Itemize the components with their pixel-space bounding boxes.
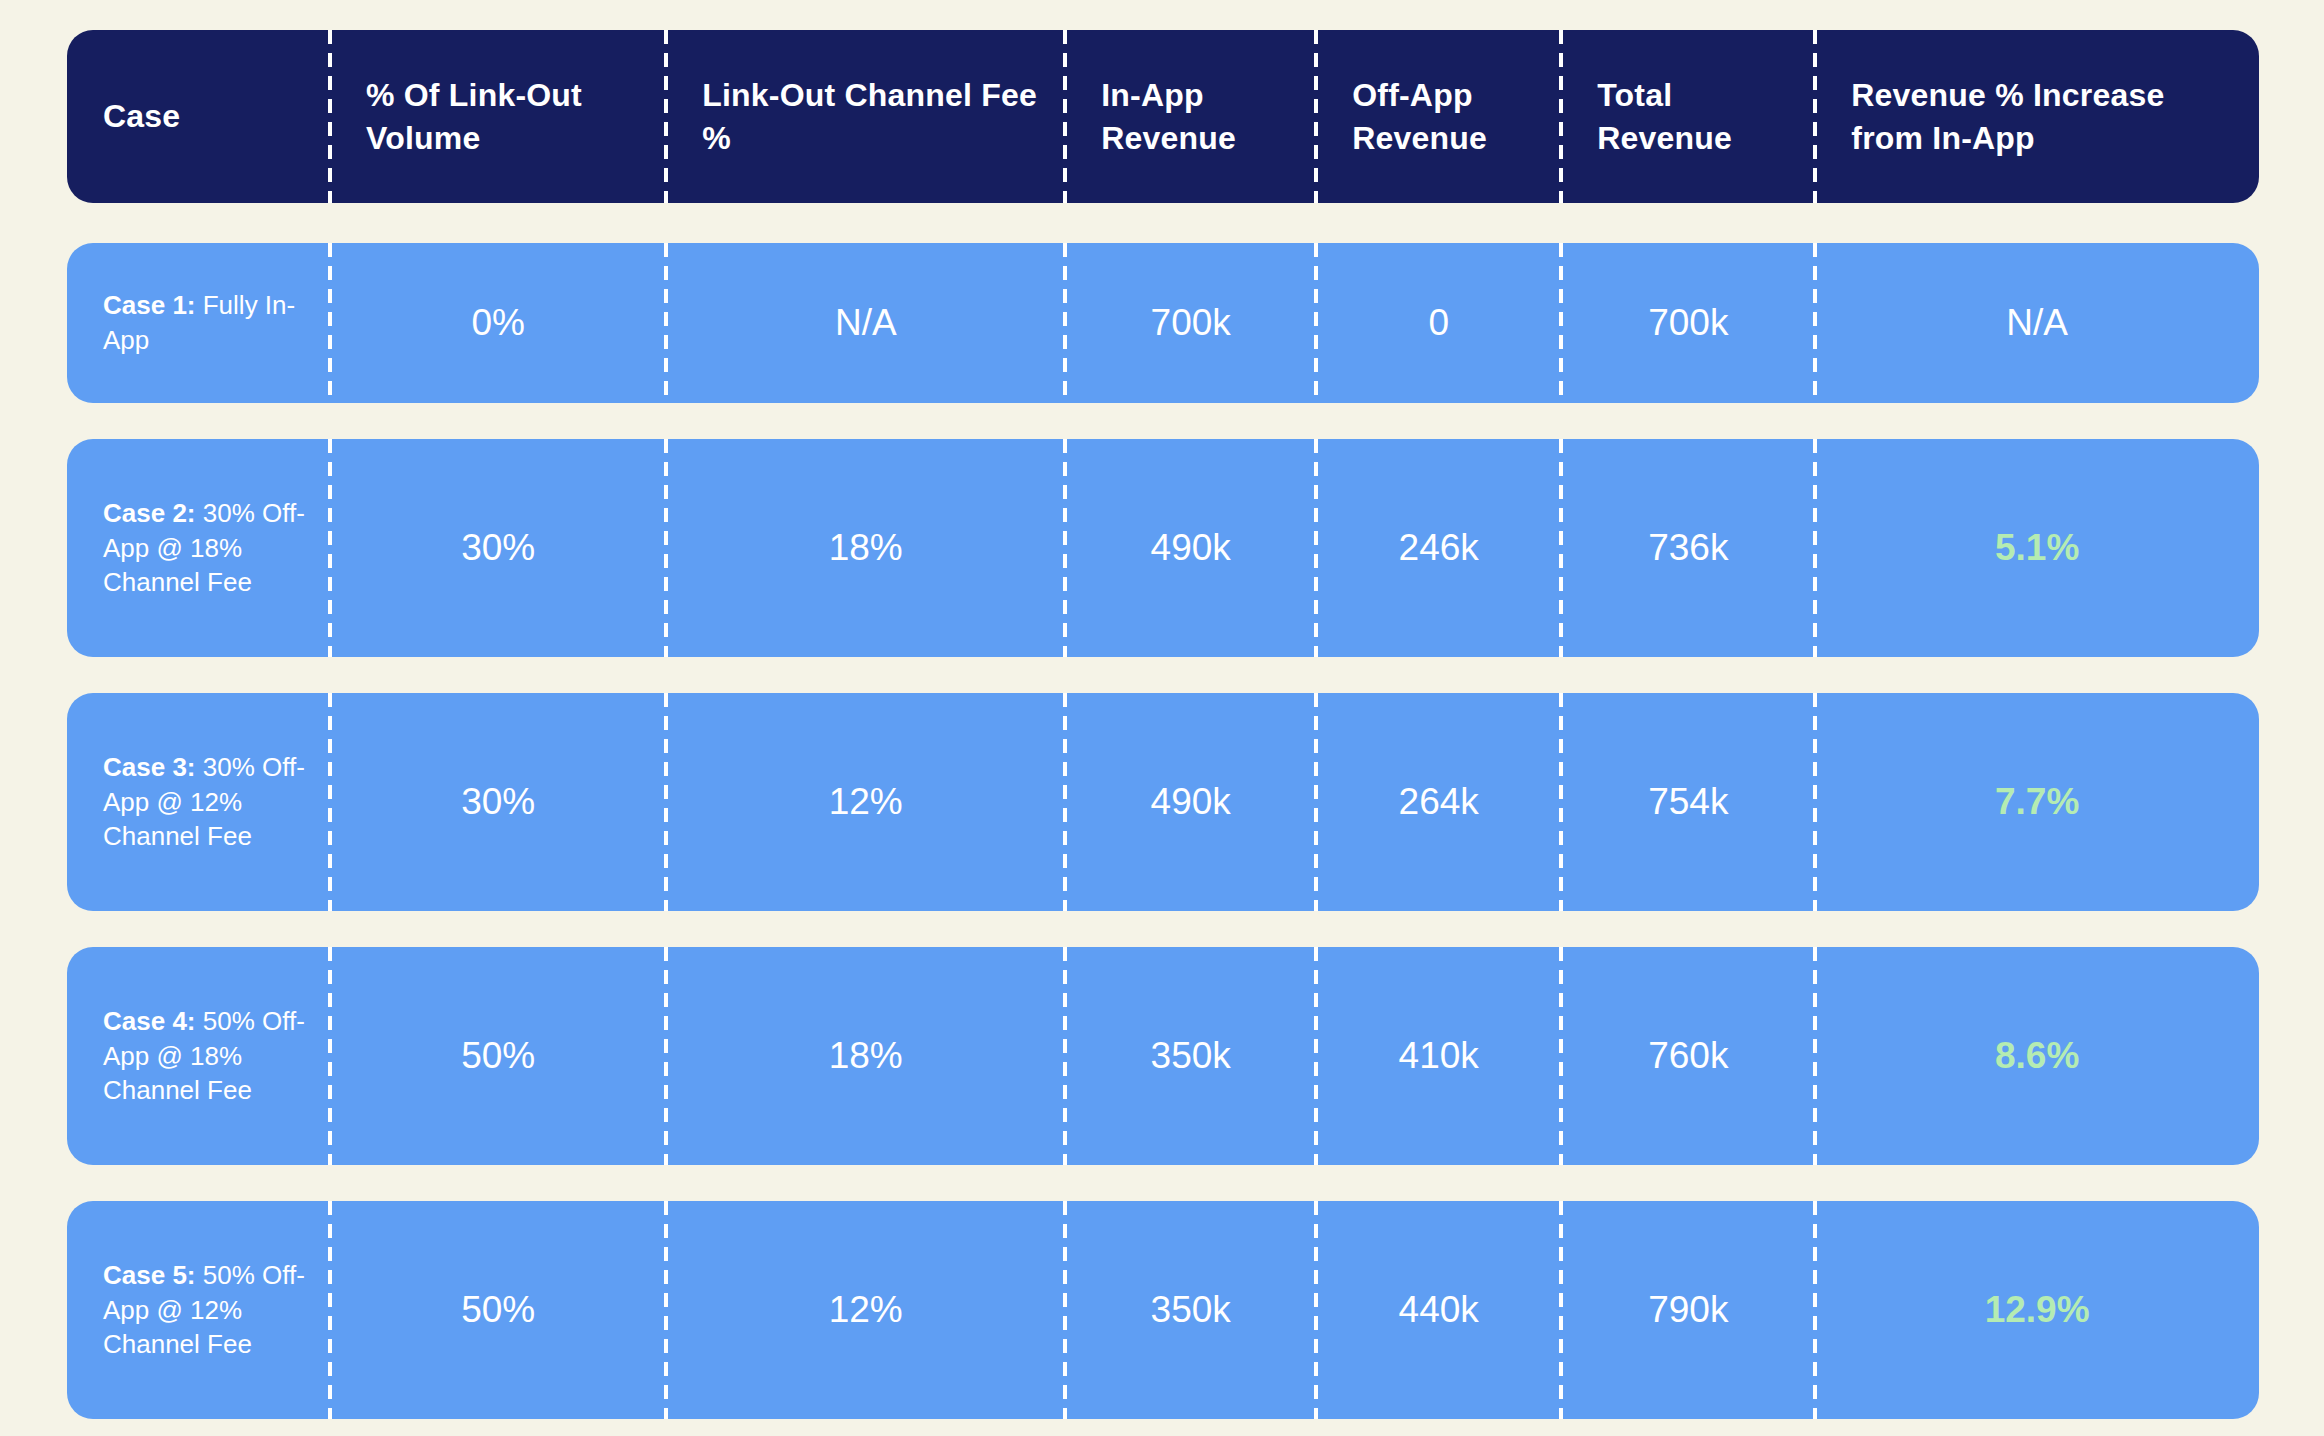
column-header-label: Link-Out Channel Fee %: [702, 74, 1039, 158]
off-app-revenue-cell: 264k: [1316, 693, 1561, 911]
cell-value: 18%: [829, 527, 903, 569]
in-app-revenue-cell: 350k: [1065, 1201, 1316, 1419]
column-header-label: Off-App Revenue: [1352, 74, 1535, 158]
table-row-case-4: Case 4: 50% Off-App @ 18% Channel Fee 50…: [67, 947, 2259, 1165]
cell-value: 700k: [1151, 302, 1231, 344]
in-app-revenue-cell: 490k: [1065, 693, 1316, 911]
link-out-volume-cell: 0%: [330, 243, 666, 403]
table-header-row: Case % Of Link-Out Volume Link-Out Chann…: [67, 30, 2259, 203]
revenue-increase-value: 12.9%: [1985, 1289, 2090, 1331]
revenue-increase-value: 8.6%: [1995, 1035, 2079, 1077]
column-header-in-app-revenue: In-App Revenue: [1065, 30, 1316, 203]
case-text: Case 3: 30% Off-App @ 12% Channel Fee: [103, 750, 310, 854]
cell-value: 700k: [1648, 302, 1728, 344]
total-revenue-cell: 736k: [1561, 439, 1815, 657]
total-revenue-cell: 790k: [1561, 1201, 1815, 1419]
column-header-total-revenue: Total Revenue: [1561, 30, 1815, 203]
cell-value: 490k: [1151, 781, 1231, 823]
link-out-volume-cell: 30%: [330, 439, 666, 657]
case-label: Case 4:: [103, 1006, 196, 1036]
cell-value: 50%: [461, 1289, 535, 1331]
cell-value: 440k: [1399, 1289, 1479, 1331]
column-header-label: Case: [103, 95, 180, 137]
channel-fee-cell: 18%: [666, 947, 1065, 1165]
link-out-volume-cell: 50%: [330, 1201, 666, 1419]
off-app-revenue-cell: 410k: [1316, 947, 1561, 1165]
off-app-revenue-cell: 246k: [1316, 439, 1561, 657]
cell-value: 760k: [1648, 1035, 1728, 1077]
case-label: Case 5:: [103, 1260, 196, 1290]
table-row-case-1: Case 1: Fully In-App 0% N/A 700k 0 700k …: [67, 243, 2259, 403]
column-header-label: Revenue % Increase from In-App: [1851, 74, 2233, 158]
cell-value: 264k: [1399, 781, 1479, 823]
cell-value: 12%: [829, 1289, 903, 1331]
column-header-channel-fee: Link-Out Channel Fee %: [666, 30, 1065, 203]
in-app-revenue-cell: 350k: [1065, 947, 1316, 1165]
link-out-volume-cell: 30%: [330, 693, 666, 911]
column-header-off-app-revenue: Off-App Revenue: [1316, 30, 1561, 203]
case-cell: Case 4: 50% Off-App @ 18% Channel Fee: [67, 947, 330, 1165]
cell-value: 410k: [1399, 1035, 1479, 1077]
cell-value: 0: [1428, 302, 1449, 344]
revenue-increase-value: 7.7%: [1995, 781, 2079, 823]
cell-value: 754k: [1648, 781, 1728, 823]
table-row-case-3: Case 3: 30% Off-App @ 12% Channel Fee 30…: [67, 693, 2259, 911]
cell-value: 30%: [461, 781, 535, 823]
link-out-volume-cell: 50%: [330, 947, 666, 1165]
cell-value: 18%: [829, 1035, 903, 1077]
case-text: Case 1: Fully In-App: [103, 288, 310, 357]
total-revenue-cell: 754k: [1561, 693, 1815, 911]
case-cell: Case 2: 30% Off-App @ 18% Channel Fee: [67, 439, 330, 657]
revenue-scenario-table: Case % Of Link-Out Volume Link-Out Chann…: [67, 30, 2259, 1419]
cell-value: 350k: [1151, 1289, 1231, 1331]
revenue-increase-value: 5.1%: [1995, 527, 2079, 569]
case-cell: Case 5: 50% Off-App @ 12% Channel Fee: [67, 1201, 330, 1419]
cell-value: 790k: [1648, 1289, 1728, 1331]
cell-value: 736k: [1648, 527, 1728, 569]
column-header-revenue-increase: Revenue % Increase from In-App: [1815, 30, 2259, 203]
cell-value: 350k: [1151, 1035, 1231, 1077]
table-row-case-2: Case 2: 30% Off-App @ 18% Channel Fee 30…: [67, 439, 2259, 657]
channel-fee-cell: 18%: [666, 439, 1065, 657]
case-cell: Case 1: Fully In-App: [67, 243, 330, 403]
case-text: Case 4: 50% Off-App @ 18% Channel Fee: [103, 1004, 310, 1108]
in-app-revenue-cell: 490k: [1065, 439, 1316, 657]
case-text: Case 2: 30% Off-App @ 18% Channel Fee: [103, 496, 310, 600]
column-header-link-out-volume: % Of Link-Out Volume: [330, 30, 666, 203]
case-label: Case 2:: [103, 498, 196, 528]
case-text: Case 5: 50% Off-App @ 12% Channel Fee: [103, 1258, 310, 1362]
off-app-revenue-cell: 440k: [1316, 1201, 1561, 1419]
off-app-revenue-cell: 0: [1316, 243, 1561, 403]
cell-value: 30%: [461, 527, 535, 569]
revenue-increase-cell: 7.7%: [1815, 693, 2259, 911]
revenue-increase-value: N/A: [2006, 302, 2068, 344]
revenue-increase-cell: 12.9%: [1815, 1201, 2259, 1419]
revenue-increase-cell: N/A: [1815, 243, 2259, 403]
channel-fee-cell: N/A: [666, 243, 1065, 403]
column-header-label: Total Revenue: [1597, 74, 1789, 158]
revenue-increase-cell: 5.1%: [1815, 439, 2259, 657]
table-row-case-5: Case 5: 50% Off-App @ 12% Channel Fee 50…: [67, 1201, 2259, 1419]
cell-value: 490k: [1151, 527, 1231, 569]
column-header-label: % Of Link-Out Volume: [366, 74, 640, 158]
cell-value: 246k: [1399, 527, 1479, 569]
column-header-case: Case: [67, 30, 330, 203]
cell-value: 12%: [829, 781, 903, 823]
channel-fee-cell: 12%: [666, 1201, 1065, 1419]
in-app-revenue-cell: 700k: [1065, 243, 1316, 403]
case-label: Case 3:: [103, 752, 196, 782]
cell-value: N/A: [835, 302, 897, 344]
case-cell: Case 3: 30% Off-App @ 12% Channel Fee: [67, 693, 330, 911]
column-header-label: In-App Revenue: [1101, 74, 1290, 158]
cell-value: 0%: [471, 302, 524, 344]
channel-fee-cell: 12%: [666, 693, 1065, 911]
case-label: Case 1:: [103, 290, 196, 320]
revenue-increase-cell: 8.6%: [1815, 947, 2259, 1165]
total-revenue-cell: 760k: [1561, 947, 1815, 1165]
total-revenue-cell: 700k: [1561, 243, 1815, 403]
cell-value: 50%: [461, 1035, 535, 1077]
